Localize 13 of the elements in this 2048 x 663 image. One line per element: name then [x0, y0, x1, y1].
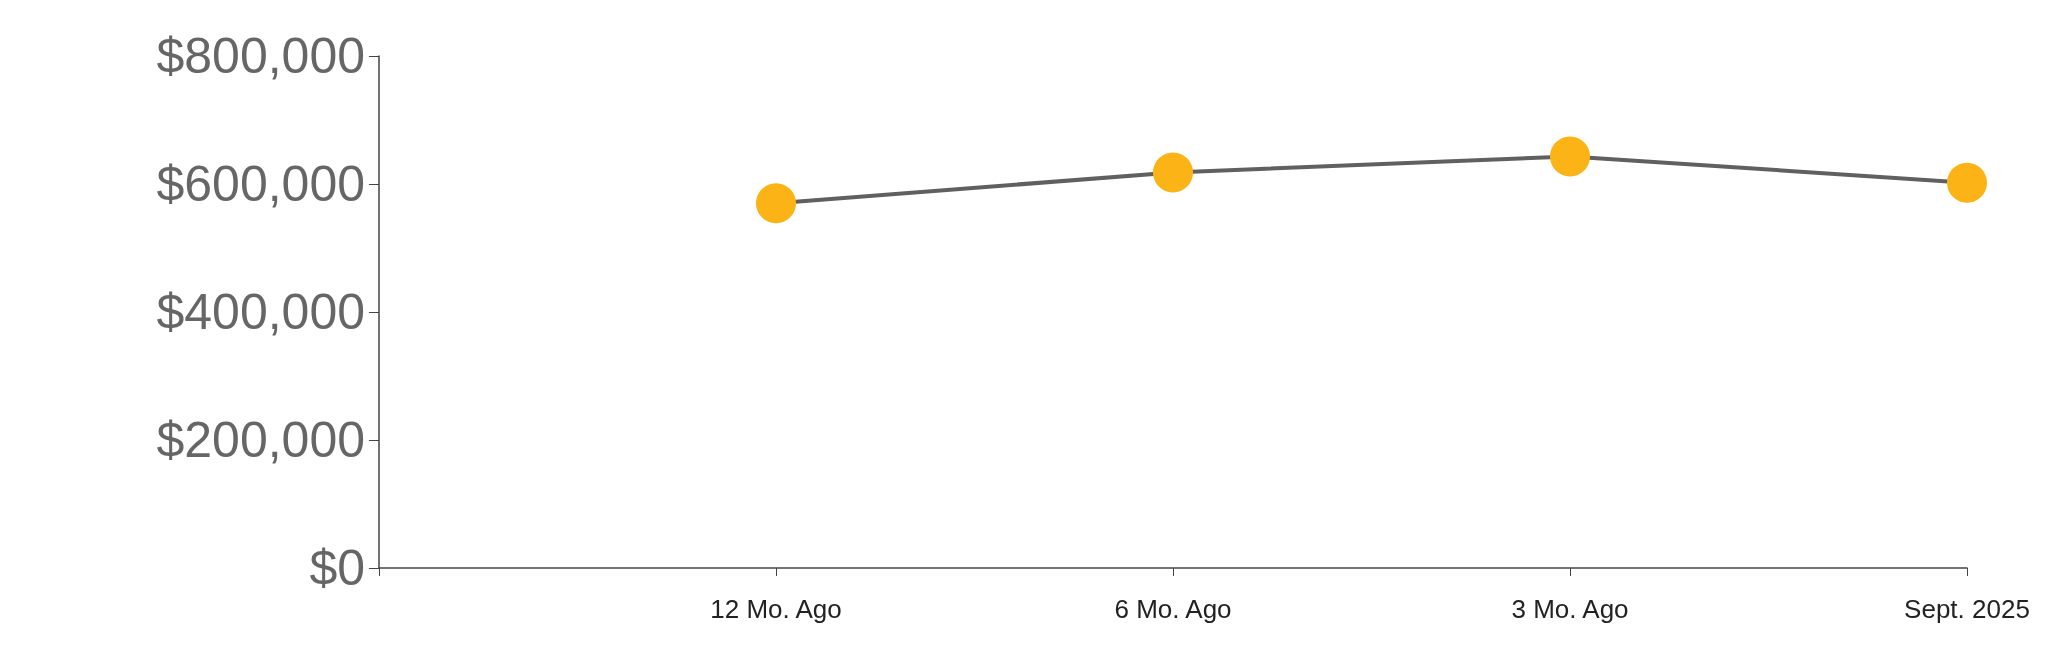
y-tick-label: $200,000 [156, 412, 365, 468]
x-tick-label: Sept. 2025 [1904, 594, 2030, 624]
x-tick-label: 12 Mo. Ago [710, 594, 842, 624]
y-tick-label: $800,000 [156, 28, 365, 84]
x-tick-label: 3 Mo. Ago [1511, 594, 1629, 624]
point [1153, 152, 1193, 193]
y-tick-label: $400,000 [156, 284, 365, 340]
x-tick-label: 6 Mo. Ago [1114, 594, 1232, 624]
y-tick-label: $0 [309, 540, 365, 596]
point [1550, 136, 1590, 177]
point [1947, 162, 1987, 203]
point [756, 183, 796, 224]
y-tick-label: $600,000 [156, 156, 365, 212]
